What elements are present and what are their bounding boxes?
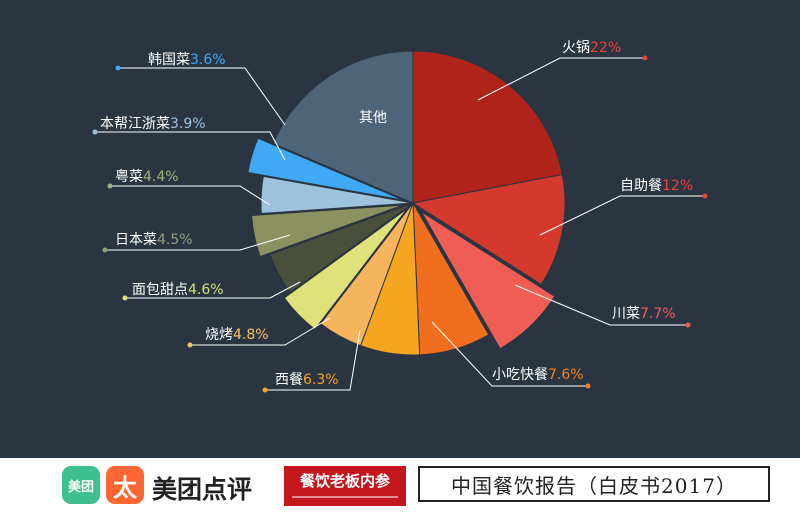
slice-category: 其他 [359,110,387,126]
report-title: 中国餐饮报告（白皮书2017） [418,466,770,502]
pie-slice [412,50,563,204]
slice-label: 火锅22% [562,40,621,56]
slice-category: 韩国菜 [148,52,190,68]
slice-label: 西餐6.3% [275,372,339,388]
callout-dot [262,387,268,393]
slice-value: 7.6% [548,367,584,383]
slice-category: 小吃快餐 [492,367,548,383]
callout-line [95,131,286,161]
pie-slice [272,50,414,204]
callout-dot [702,193,708,199]
callout-dot [585,383,591,389]
pie-slice [420,211,556,350]
pie-chart: 火锅22% 自助餐12% 川菜7.7% 小吃快餐7.6% 西餐6.3% 烧烤4.8% 面包甜… [92,40,708,393]
slice-category: 日本菜 [115,232,157,248]
slice-value: 12% [662,178,693,194]
callout-line [477,57,645,101]
slice-label: 面包甜点4.6% [132,282,224,298]
pie-slice [411,173,566,286]
slice-category: 本帮江浙菜 [100,116,170,132]
slice-label: 自助餐12% [620,178,693,194]
callout-line [105,234,291,251]
slice-label: 韩国菜3.6% [148,52,226,68]
callout-line [110,185,271,206]
slice-label: 川菜7.7% [612,306,676,322]
partner-name: 餐饮老板内参 [299,472,390,490]
partner-logo: 餐饮老板内参 [284,466,406,506]
slice-value: 4.5% [157,232,193,248]
callout-dot [642,55,648,61]
slice-category: 面包甜点 [132,282,188,298]
dianping-logo-text: 太 [113,473,137,502]
callout-dot [92,129,98,135]
pie-slice [260,175,414,215]
slice-value: 6.3% [303,372,339,388]
callout-dot [102,247,108,253]
slice-label: 其他 [359,110,387,126]
slice-value: 4.6% [188,282,224,298]
slice-value: 3.6% [190,52,226,68]
callout-line [539,195,705,236]
callout-line [514,284,688,326]
callout-dot [107,183,113,189]
meituan-logo-icon: 美团 [62,466,100,504]
slice-value: 4.8% [233,327,269,343]
pie-slice [251,204,404,258]
slice-category: 烧烤 [205,327,233,343]
slice-label: 粤菜4.4% [115,169,179,185]
callout-line [125,281,301,299]
pie-slice [247,137,404,201]
meituan-logo-text: 美团 [67,479,94,495]
callout-line [431,321,588,387]
callout-dot [122,295,128,301]
brand-name: 美团点评 [152,475,253,504]
slice-category: 西餐 [275,372,303,388]
slice-label: 日本菜4.5% [115,232,193,248]
slice-value: 7.7% [640,306,676,322]
slice-label: 小吃快餐7.6% [492,367,584,383]
callout-line [118,67,286,126]
slice-value: 22% [590,40,621,56]
slice-label: 本帮江浙菜3.9% [100,116,206,132]
callout-dot [685,322,691,328]
callout-line [265,329,361,391]
pie-slice [283,208,408,330]
callout-dot [187,342,193,348]
slice-value: 3.9% [170,116,206,132]
slice-value: 4.4% [143,169,179,185]
slice-label: 烧烤4.8% [205,327,269,343]
slice-category: 火锅 [562,40,590,56]
slice-category: 粤菜 [115,169,143,185]
callout-line [190,317,331,346]
callout-dot [115,65,121,71]
dianping-logo-icon: 太 [106,466,144,504]
pie-slice [269,202,414,294]
slice-category: 自助餐 [620,178,662,194]
slice-category: 川菜 [612,306,640,322]
